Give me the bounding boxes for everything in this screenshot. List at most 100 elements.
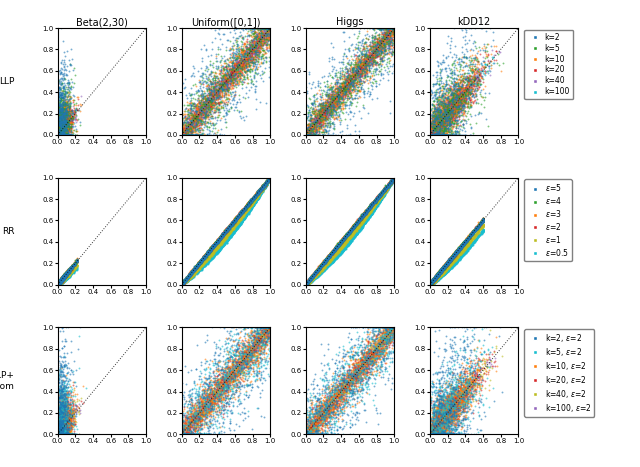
Point bbox=[438, 263, 448, 271]
Point bbox=[364, 203, 374, 211]
Point bbox=[452, 247, 462, 255]
Point bbox=[261, 27, 271, 35]
Point bbox=[374, 344, 384, 351]
Point bbox=[59, 276, 69, 283]
Point bbox=[255, 353, 265, 361]
Point bbox=[258, 182, 268, 190]
Point bbox=[61, 112, 71, 119]
Point bbox=[192, 381, 202, 388]
Point bbox=[437, 270, 447, 277]
Point bbox=[54, 281, 64, 288]
Point bbox=[218, 420, 228, 427]
Point bbox=[430, 431, 440, 438]
Point bbox=[452, 131, 463, 139]
Point bbox=[56, 129, 66, 137]
Point bbox=[56, 431, 67, 438]
Point bbox=[53, 131, 63, 139]
Point bbox=[189, 410, 199, 418]
Point bbox=[436, 270, 447, 277]
Point bbox=[447, 101, 458, 108]
Point bbox=[68, 262, 78, 269]
Point bbox=[373, 193, 383, 201]
Point bbox=[312, 271, 322, 279]
Point bbox=[433, 271, 443, 279]
Point bbox=[188, 266, 198, 274]
Point bbox=[58, 272, 68, 280]
Point bbox=[428, 421, 438, 429]
Point bbox=[444, 398, 454, 405]
Point bbox=[56, 276, 66, 284]
Point bbox=[222, 379, 232, 387]
Point bbox=[379, 188, 389, 195]
Point bbox=[211, 378, 221, 385]
Point bbox=[60, 274, 70, 281]
Point bbox=[459, 396, 469, 403]
Point bbox=[360, 381, 370, 388]
Point bbox=[456, 72, 467, 80]
Point bbox=[61, 271, 71, 278]
Point bbox=[335, 239, 346, 247]
Point bbox=[435, 266, 445, 274]
Point bbox=[54, 279, 64, 286]
Point bbox=[428, 276, 438, 283]
Point bbox=[457, 252, 467, 259]
Point bbox=[252, 195, 262, 203]
Point bbox=[53, 431, 63, 438]
Point bbox=[349, 223, 359, 231]
Point bbox=[374, 33, 385, 41]
Point bbox=[311, 427, 321, 434]
Point bbox=[347, 360, 357, 368]
Point bbox=[379, 38, 389, 45]
Point bbox=[315, 262, 325, 270]
Point bbox=[355, 215, 365, 223]
Point bbox=[355, 215, 365, 223]
Point bbox=[321, 396, 331, 403]
Point bbox=[225, 367, 236, 374]
Point bbox=[204, 390, 214, 398]
Point bbox=[58, 274, 68, 281]
Point bbox=[460, 383, 470, 391]
Point bbox=[56, 426, 67, 434]
Point bbox=[354, 215, 364, 223]
Point bbox=[52, 97, 63, 105]
Point bbox=[478, 216, 488, 224]
Point bbox=[442, 259, 452, 267]
Point bbox=[454, 398, 464, 406]
Point bbox=[58, 273, 68, 280]
Point bbox=[180, 128, 190, 136]
Point bbox=[450, 254, 460, 261]
Point bbox=[208, 249, 218, 257]
Point bbox=[380, 367, 390, 375]
Point bbox=[436, 392, 446, 400]
Point bbox=[216, 238, 227, 245]
Point bbox=[61, 131, 71, 138]
Point bbox=[304, 276, 314, 283]
Point bbox=[442, 266, 452, 274]
Point bbox=[54, 431, 64, 438]
Point bbox=[316, 110, 326, 117]
Point bbox=[250, 193, 260, 201]
Point bbox=[63, 425, 74, 432]
Point bbox=[452, 391, 463, 398]
Point bbox=[55, 278, 65, 285]
Point bbox=[199, 98, 209, 106]
Point bbox=[445, 262, 456, 269]
Point bbox=[250, 197, 260, 205]
Point bbox=[311, 269, 321, 276]
Point bbox=[263, 24, 273, 32]
Point bbox=[210, 241, 220, 248]
Point bbox=[207, 45, 217, 52]
Point bbox=[255, 376, 265, 383]
Point bbox=[234, 366, 244, 374]
Point bbox=[330, 420, 340, 427]
Point bbox=[60, 431, 70, 438]
Point bbox=[248, 195, 258, 203]
Point bbox=[199, 259, 209, 266]
Point bbox=[387, 179, 397, 186]
Point bbox=[319, 126, 330, 134]
Point bbox=[245, 365, 255, 372]
Point bbox=[58, 275, 68, 282]
Point bbox=[452, 248, 462, 255]
Point bbox=[344, 389, 354, 396]
Point bbox=[447, 252, 458, 259]
